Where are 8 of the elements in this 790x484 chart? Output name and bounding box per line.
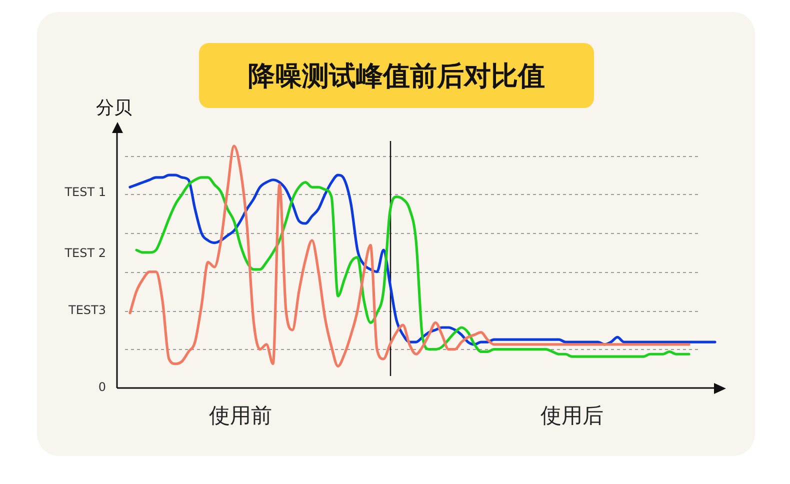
- chart-title: 降噪测试峰值前后对比值: [199, 43, 594, 108]
- text: TEST 2: [64, 246, 106, 260]
- text: TEST3: [68, 303, 106, 318]
- text: 0: [98, 380, 106, 394]
- text: TEST 1: [64, 185, 106, 200]
- y-axis-title: 分贝: [96, 98, 132, 119]
- x-tick-label: 使用后: [540, 403, 604, 428]
- x-tick-label: 使用前: [209, 403, 272, 428]
